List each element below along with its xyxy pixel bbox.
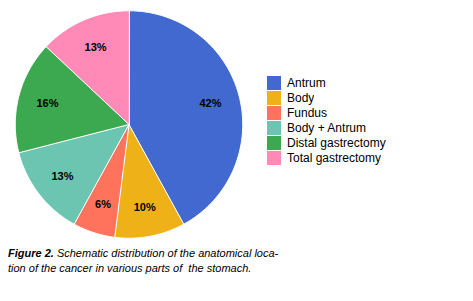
svg-text:42%: 42%: [199, 97, 221, 109]
html-text:Figure 2. Schematic distributi: Figure 2. Schematic distribution of the …: [8, 247, 279, 274]
svg-text:13%: 13%: [51, 170, 73, 182]
svg-text:16%: 16%: [36, 97, 58, 109]
svg-text:10%: 10%: [134, 201, 156, 213]
html-text:Antrum: Antrum: [287, 76, 326, 90]
html-text:Distal gastrectomy: Distal gastrectomy: [287, 136, 386, 150]
html-text:Body: Body: [287, 91, 315, 105]
html-text:Fundus: Fundus: [287, 106, 327, 120]
html-text:Body + Antrum: Body + Antrum: [287, 121, 366, 135]
svg-text:13%: 13%: [85, 41, 107, 53]
html-text:Total gastrectomy: Total gastrectomy: [287, 151, 381, 165]
svg-text:6%: 6%: [95, 198, 111, 210]
